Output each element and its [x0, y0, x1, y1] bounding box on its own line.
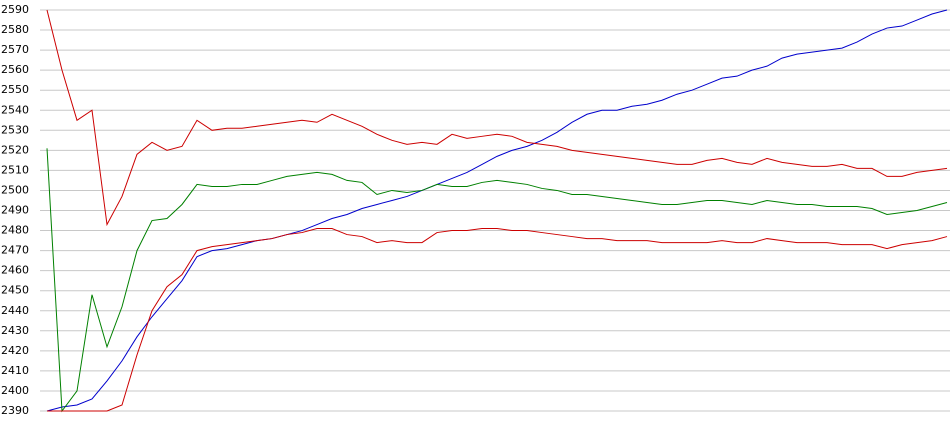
- y-tick-label: 2520: [1, 143, 29, 156]
- series-line: [47, 228, 948, 412]
- y-tick-label: 2510: [1, 163, 29, 176]
- y-tick-label: 2420: [1, 344, 29, 357]
- y-tick-label: 2410: [1, 364, 29, 377]
- y-tick-label: 2450: [1, 284, 29, 297]
- y-tick-label: 2440: [1, 304, 29, 317]
- series-line: [46, 148, 948, 413]
- series-line: [46, 9, 948, 412]
- y-tick-label: 2490: [1, 204, 29, 217]
- y-tick-label: 2540: [1, 103, 29, 116]
- series-line: [46, 9, 948, 227]
- y-tick-label: 2530: [1, 123, 29, 136]
- y-tick-label: 2400: [1, 384, 29, 397]
- y-tick-label: 2430: [1, 324, 29, 337]
- y-tick-label: 2590: [1, 3, 29, 16]
- y-tick-label: 2550: [1, 83, 29, 96]
- y-tick-label: 2390: [1, 404, 29, 417]
- y-tick-label: 2560: [1, 63, 29, 76]
- y-tick-label: 2580: [1, 23, 29, 36]
- y-tick-label: 2500: [1, 183, 29, 196]
- y-tick-label: 2480: [1, 224, 29, 237]
- y-tick-label: 2460: [1, 264, 29, 277]
- y-tick-label: 2570: [1, 43, 29, 56]
- y-tick-label: 2470: [1, 244, 29, 257]
